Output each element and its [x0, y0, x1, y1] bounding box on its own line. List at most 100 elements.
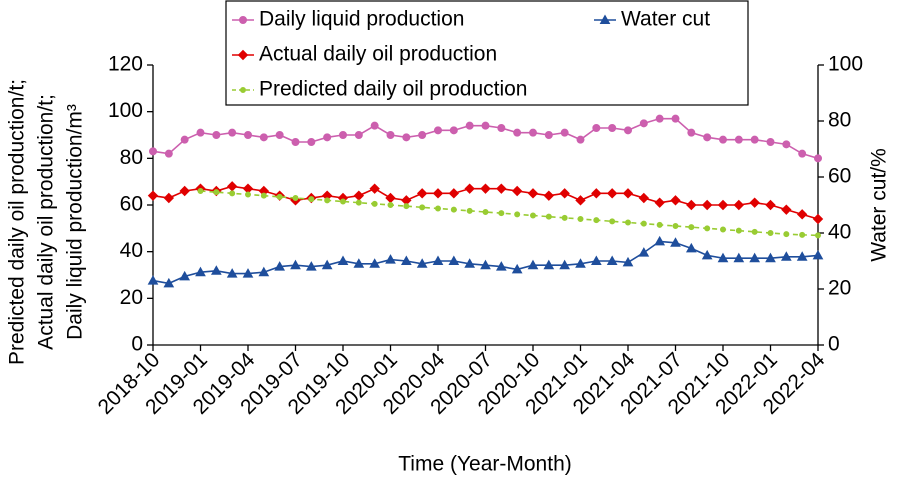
y2-axis-label: Water cut/%: [868, 148, 891, 262]
data-point: [495, 261, 507, 271]
data-point: [511, 263, 523, 274]
data-point: [258, 266, 270, 277]
data-point: [197, 188, 204, 194]
data-point: [780, 251, 792, 261]
data-point: [369, 183, 380, 194]
data-point: [672, 223, 679, 229]
data-point: [212, 131, 221, 139]
data-point: [355, 199, 362, 206]
data-point: [229, 190, 236, 197]
data-point: [259, 133, 268, 142]
data-point: [576, 135, 585, 144]
data-point: [655, 114, 664, 123]
legend-label: Actual daily oil production: [259, 43, 497, 66]
y-tick-label: 40: [120, 239, 143, 262]
data-point: [638, 247, 650, 257]
data-point: [339, 131, 347, 139]
y2-tick-label: 0: [828, 333, 840, 356]
data-point: [244, 131, 252, 139]
data-point: [370, 121, 379, 130]
data-point: [386, 131, 395, 139]
y-axis-label: Daily liquid production/m³: [64, 104, 87, 340]
data-point: [799, 231, 806, 238]
data-point: [387, 202, 394, 208]
data-point: [639, 119, 648, 128]
data-point: [353, 190, 365, 201]
legend-marker: [599, 14, 611, 24]
data-point: [291, 138, 300, 146]
data-point: [592, 124, 601, 132]
data-point: [704, 225, 711, 232]
data-point: [498, 210, 505, 217]
data-point: [527, 259, 539, 270]
data-point: [340, 198, 346, 205]
data-point: [464, 258, 476, 268]
data-point: [765, 252, 776, 263]
data-point: [815, 232, 821, 239]
data-point: [622, 188, 634, 199]
data-point: [482, 209, 489, 215]
data-point: [466, 207, 473, 214]
data-point: [796, 209, 808, 220]
data-point: [450, 206, 457, 213]
y-tick-label: 20: [120, 286, 143, 309]
data-point: [497, 124, 506, 132]
data-point: [163, 277, 175, 288]
data-point: [530, 212, 536, 219]
x-axis-label: Time (Year-Month): [398, 453, 572, 476]
data-point: [180, 135, 189, 144]
data-point: [354, 131, 363, 139]
data-point: [590, 255, 602, 265]
data-point: [416, 258, 428, 268]
data-point: [196, 128, 205, 137]
data-point: [624, 126, 632, 135]
data-point: [751, 228, 758, 235]
y-tick-label: 120: [108, 53, 143, 76]
data-point: [783, 231, 790, 238]
data-point: [559, 259, 571, 270]
data-point: [371, 200, 378, 207]
data-point: [670, 195, 681, 206]
legend-marker: [237, 49, 249, 61]
data-point: [750, 135, 759, 144]
data-point: [640, 220, 647, 227]
y-tick-label: 100: [108, 99, 143, 122]
data-point: [496, 183, 507, 194]
data-point: [514, 211, 521, 218]
data-point: [782, 140, 791, 149]
data-point: [703, 133, 712, 142]
data-point: [544, 131, 553, 139]
data-point: [321, 259, 333, 270]
data-point: [593, 217, 600, 224]
y2-tick-label: 40: [828, 221, 851, 244]
data-point: [543, 259, 555, 270]
legend-label: Water cut: [621, 8, 710, 31]
data-point: [402, 133, 411, 142]
data-point: [147, 190, 159, 201]
data-point: [687, 128, 696, 137]
y2-tick-label: 20: [828, 277, 851, 300]
y-axis-label: Actual daily oil production/t;: [35, 94, 58, 350]
data-point: [228, 128, 237, 137]
data-point: [749, 197, 760, 208]
data-point: [513, 128, 522, 137]
data-point: [432, 255, 444, 265]
data-point: [735, 227, 742, 234]
data-point: [385, 254, 396, 264]
data-point: [465, 121, 474, 130]
data-point: [305, 261, 317, 271]
data-point: [625, 219, 631, 226]
data-point: [686, 199, 697, 211]
data-point: [671, 114, 680, 123]
data-point: [766, 138, 775, 146]
data-point: [796, 251, 808, 261]
data-point: [307, 138, 316, 146]
data-point: [812, 249, 824, 260]
data-point: [149, 147, 157, 156]
legend-marker: [239, 16, 247, 24]
data-point: [622, 256, 634, 267]
data-point: [575, 195, 586, 206]
data-point: [608, 124, 617, 132]
data-point: [369, 258, 381, 268]
